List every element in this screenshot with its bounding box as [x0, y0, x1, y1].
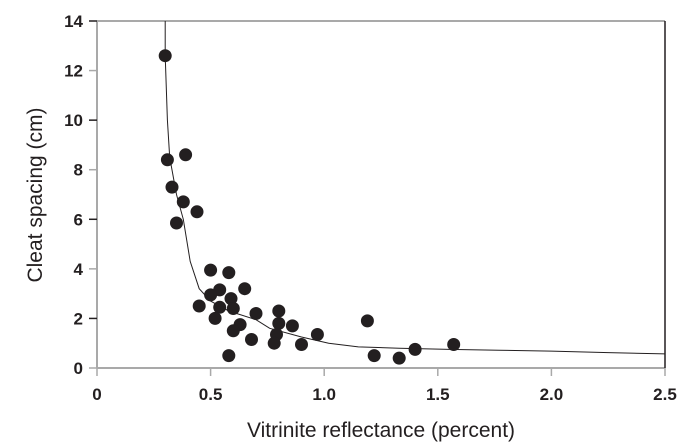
data-point [295, 338, 308, 351]
data-point [226, 324, 240, 338]
data-point [192, 299, 206, 313]
data-point [245, 333, 258, 346]
y-tick-label: 4 [74, 260, 84, 279]
data-point [204, 263, 218, 277]
data-point [224, 292, 238, 306]
data-point [176, 195, 190, 209]
data-point [408, 342, 422, 356]
data-point [222, 349, 236, 363]
plot-frame [96, 20, 666, 369]
x-tick-label: 0 [92, 385, 101, 404]
data-point [285, 319, 299, 333]
x-tick-label: 1.0 [312, 385, 336, 404]
y-tick-label: 6 [74, 210, 83, 229]
x-axis-title: Vitrinite reflectance (percent) [247, 419, 515, 442]
data-point [204, 288, 218, 302]
data-point [160, 153, 174, 167]
data-point [165, 180, 179, 194]
y-tick-label: 0 [74, 359, 83, 378]
data-point [170, 216, 183, 230]
y-axis-ticks: 0 2 4 6 8 10 12 14 [64, 12, 97, 378]
data-point [360, 314, 374, 328]
data-point [392, 351, 406, 365]
x-tick-label: 1.5 [426, 385, 450, 404]
x-tick-label: 2.5 [653, 385, 677, 404]
y-tick-label: 14 [64, 12, 83, 31]
data-point [222, 266, 236, 280]
data-point [226, 302, 240, 315]
y-axis-title: Cleat spacing (cm) [24, 107, 47, 282]
x-tick-label: 0.5 [199, 385, 223, 404]
data-point [158, 49, 172, 63]
y-tick-label: 8 [74, 161, 83, 180]
data-point [179, 148, 193, 162]
data-points [158, 49, 461, 365]
x-axis-ticks: 0 0.5 1.0 1.5 2.0 2.5 [92, 368, 677, 404]
data-point [447, 338, 461, 351]
data-point [367, 349, 381, 363]
data-point [267, 336, 281, 350]
data-point [208, 311, 222, 325]
y-tick-label: 10 [64, 111, 83, 130]
x-tick-label: 2.0 [540, 385, 564, 404]
data-point [238, 282, 252, 296]
fitted-curve [164, 21, 666, 355]
data-point [272, 304, 286, 318]
data-point [249, 307, 263, 320]
data-point [310, 328, 324, 341]
data-point [190, 205, 204, 219]
y-tick-label: 12 [64, 62, 83, 81]
y-tick-label: 2 [74, 309, 83, 328]
data-point [272, 316, 286, 330]
data-point [213, 300, 227, 314]
